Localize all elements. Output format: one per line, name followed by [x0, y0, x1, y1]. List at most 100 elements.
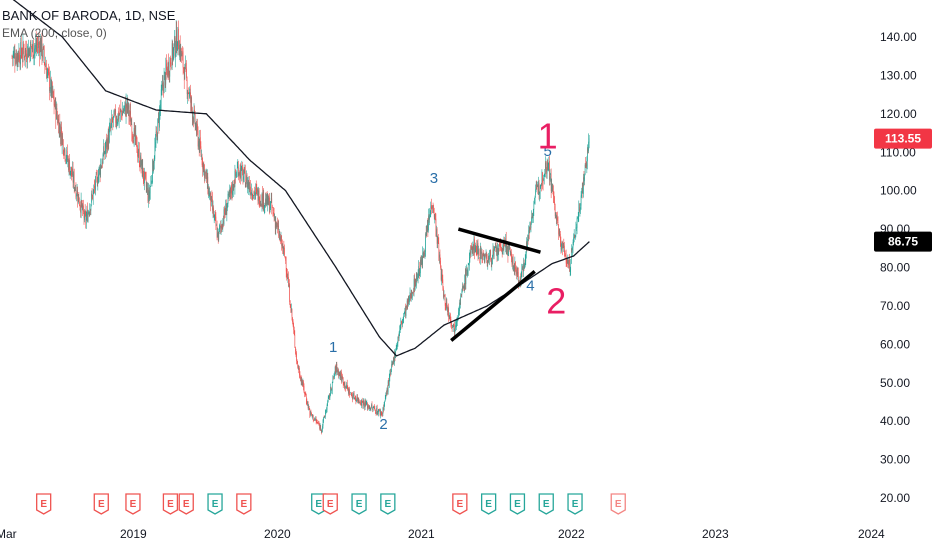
earnings-marker[interactable]: E [162, 493, 179, 515]
svg-text:E: E [385, 499, 392, 510]
earnings-marker[interactable]: E [610, 493, 626, 515]
candle [479, 256, 481, 264]
candle [179, 35, 181, 62]
earnings-marker[interactable]: E [380, 493, 396, 515]
earnings-marker[interactable]: E [36, 493, 52, 515]
candle [407, 298, 409, 310]
wave-label: 4 [526, 278, 534, 295]
candle [54, 97, 56, 110]
candle [36, 38, 38, 57]
candle [305, 391, 307, 397]
candle [276, 222, 278, 230]
candle [74, 186, 76, 192]
candle [462, 282, 463, 293]
candle [459, 299, 460, 316]
candle [515, 260, 516, 272]
earnings-marker[interactable]: E [452, 493, 468, 515]
earnings-marker[interactable]: E [538, 493, 554, 515]
candle [404, 307, 406, 315]
candle [126, 94, 128, 115]
candle [331, 381, 333, 395]
candle-series [11, 20, 590, 435]
candle [101, 158, 103, 169]
earnings-marker[interactable]: E [351, 493, 367, 515]
candle [34, 45, 36, 59]
candle [137, 148, 139, 158]
candle [144, 167, 145, 191]
candle [478, 248, 480, 257]
svg-text:E: E [241, 499, 248, 510]
candle [416, 272, 418, 283]
candle [174, 30, 175, 48]
chart-legend[interactable]: BANK OF BARODA, 1D, NSE EMA (200, close,… [2, 8, 175, 40]
candle [507, 245, 508, 256]
earnings-marker[interactable]: E [207, 493, 223, 515]
candle [45, 56, 46, 68]
candle [355, 395, 357, 405]
candle [238, 160, 239, 181]
candle [308, 404, 309, 411]
earnings-marker[interactable]: E [93, 493, 109, 515]
candle [349, 386, 350, 398]
candle [46, 59, 47, 79]
candle [187, 87, 189, 95]
candle [243, 164, 245, 183]
candle [561, 240, 563, 249]
candle [388, 373, 390, 388]
candle [506, 242, 508, 255]
candle [62, 131, 63, 146]
earnings-marker[interactable]: E [480, 493, 497, 515]
candle [537, 184, 539, 195]
candle [389, 369, 391, 382]
candle [274, 216, 276, 235]
candle [158, 112, 159, 124]
candle [559, 228, 561, 238]
candle [236, 161, 238, 178]
candle [414, 278, 416, 291]
earnings-marker[interactable]: E [236, 493, 252, 515]
candle [126, 103, 127, 117]
candle [535, 181, 537, 193]
candle [556, 212, 557, 225]
candle [367, 402, 368, 411]
candle [216, 220, 218, 241]
candle [321, 429, 322, 435]
candle [215, 210, 216, 222]
candle [476, 245, 478, 257]
time-axis[interactable]: Mar 2019 2020 2021 2022 2023 2024 [0, 527, 885, 541]
candle [418, 260, 419, 278]
candle [219, 224, 221, 235]
candle [28, 39, 30, 58]
candle [133, 133, 134, 144]
candle [530, 222, 532, 233]
candle [380, 409, 381, 419]
candle [499, 243, 501, 247]
svg-text:E: E [615, 499, 622, 510]
trendline[interactable] [457, 227, 541, 254]
candle [328, 394, 330, 399]
trendline[interactable] [450, 269, 536, 342]
candle [578, 200, 580, 222]
candle [467, 268, 468, 278]
candle [418, 261, 420, 279]
candle [174, 36, 176, 58]
candle [201, 153, 203, 168]
earnings-marker[interactable]: E [509, 493, 526, 515]
earnings-marker[interactable]: E [178, 493, 194, 515]
candle [405, 303, 406, 319]
earnings-marker[interactable]: E [567, 493, 583, 515]
candle [221, 223, 223, 230]
earnings-marker[interactable]: E [125, 493, 141, 515]
candle [243, 169, 244, 183]
candle [542, 172, 543, 190]
candle [114, 108, 115, 117]
earnings-marker[interactable]: E [322, 493, 338, 515]
candle [227, 202, 228, 212]
candle [105, 141, 106, 160]
price-axis[interactable]: 20.0030.0040.0050.0060.0070.0080.0090.00… [880, 30, 917, 505]
candle [157, 118, 159, 144]
candle [570, 244, 572, 265]
candle [236, 170, 237, 178]
candle [38, 34, 39, 57]
